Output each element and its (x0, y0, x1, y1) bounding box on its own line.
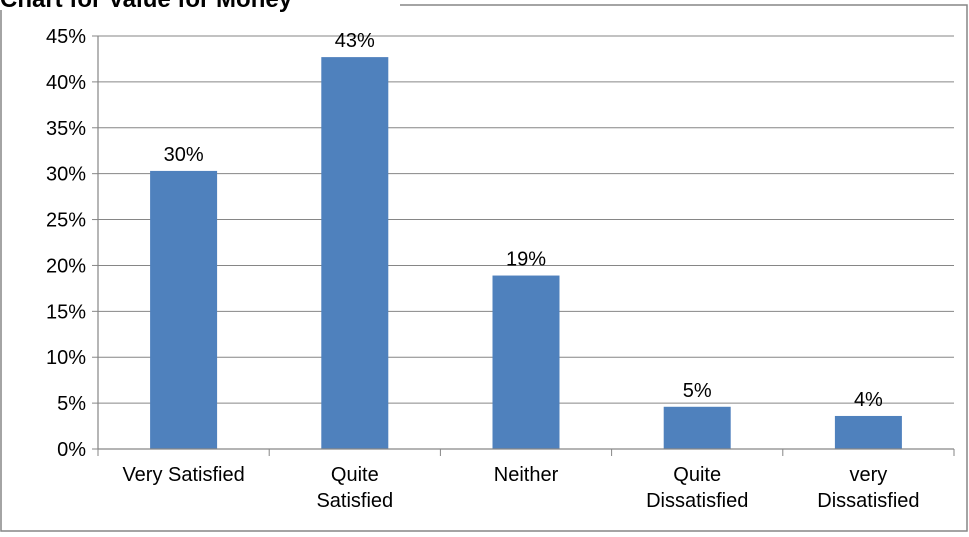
bars (150, 57, 902, 450)
bar (321, 57, 389, 450)
data-label: 5% (683, 380, 712, 402)
bar (663, 406, 731, 449)
data-labels: 30% 43% 19% 5% 4% (164, 30, 883, 411)
y-tick-label: 15% (46, 301, 86, 323)
data-label: 30% (164, 144, 204, 166)
y-tick-labels: 0% 5% 10% 15% 20% 25% 30% 35% 40% 45% (46, 26, 86, 461)
data-label: 19% (506, 249, 546, 271)
x-category-label: Dissatisfied (646, 490, 748, 512)
bar (834, 415, 902, 449)
y-tick-label: 45% (46, 26, 86, 48)
x-category-label: Satisfied (316, 490, 393, 512)
x-category-label: very (850, 464, 888, 486)
y-tick-label: 0% (57, 439, 86, 461)
y-tick-label: 25% (46, 210, 86, 232)
data-label: 43% (335, 30, 375, 52)
y-tick-label: 35% (46, 118, 86, 140)
x-category-label: Dissatisfied (817, 490, 919, 512)
x-category-label: Neither (494, 464, 559, 486)
y-tick-label: 5% (57, 393, 86, 415)
x-category-label: Quite (673, 464, 721, 486)
chart-border (0, 4, 968, 532)
y-tick-label: 30% (46, 164, 86, 186)
chart-title: Chart for Value for Money (0, 0, 293, 13)
x-category-label: Quite (331, 464, 379, 486)
y-tick-label: 40% (46, 72, 86, 94)
bar (150, 170, 218, 449)
bar (492, 275, 560, 449)
x-category-label: Very Satisfied (122, 464, 244, 486)
y-tick-label: 20% (46, 255, 86, 277)
y-tick-label: 10% (46, 347, 86, 369)
category-labels: Very Satisfied Quite Satisfied Neither Quite… (122, 464, 919, 512)
data-label: 4% (854, 389, 883, 411)
axes (92, 35, 955, 456)
title-backdrop (0, 0, 400, 10)
gridlines (98, 35, 954, 404)
